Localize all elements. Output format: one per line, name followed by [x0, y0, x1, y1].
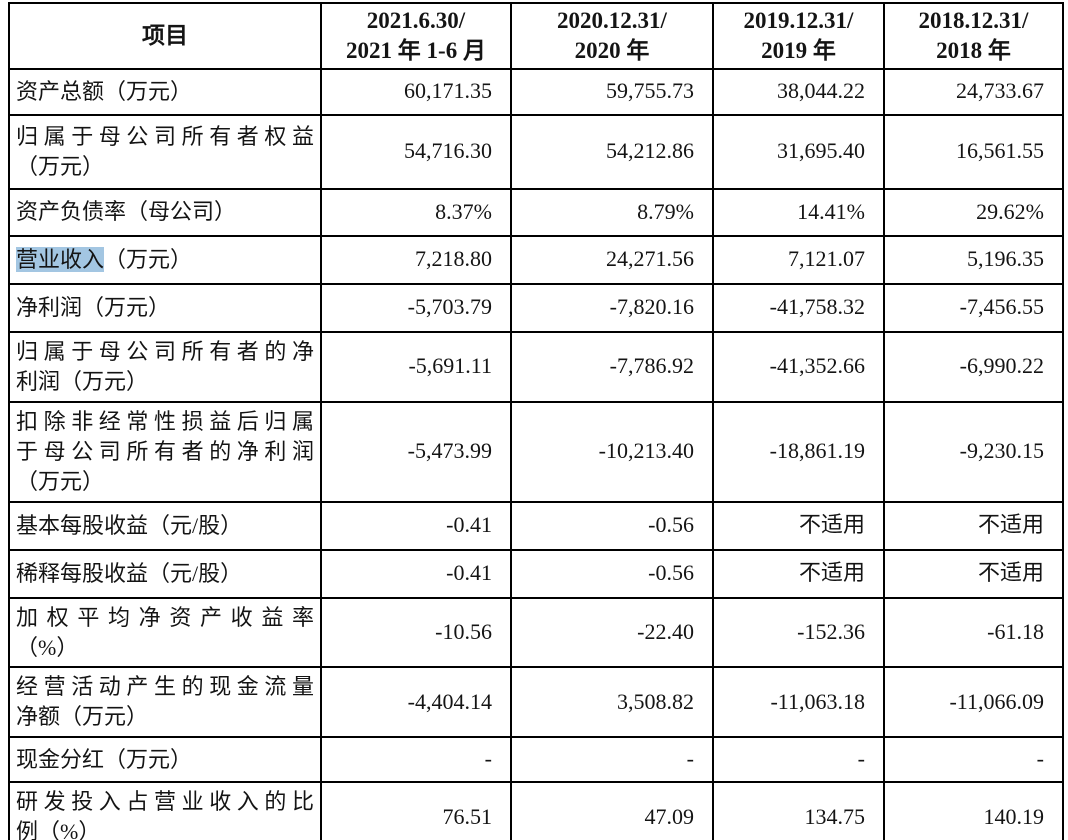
value-cell: 47.09: [510, 781, 714, 840]
table-row-debt-ratio: 资产负债率（母公司） 8.37% 8.79% 14.41% 29.62%: [8, 187, 1064, 237]
value-cell: 不适用: [883, 500, 1064, 551]
value-cell: 5,196.35: [883, 234, 1064, 285]
value-cell: 7,218.80: [320, 234, 512, 285]
value-cell: 140.19: [883, 781, 1064, 840]
row-label-cell: 研发投入占营业收入的比 例（%）: [8, 781, 322, 840]
value-cell: -22.40: [510, 596, 714, 669]
value-cell: -: [712, 736, 885, 784]
table-row-operating-revenue: 营业收入（万元） 7,218.80 24,271.56 7,121.07 5,1…: [8, 234, 1064, 285]
value-cell: 38,044.22: [712, 67, 885, 116]
table-row-parent-equity: 归属于母公司所有者权益 （万元） 54,716.30 54,212.86 31,6…: [8, 113, 1064, 190]
value-cell: 不适用: [712, 548, 885, 599]
row-label-cell: 归属于母公司所有者的净 利润（万元）: [8, 330, 322, 403]
row-label-cell: 稀释每股收益（元/股）: [8, 548, 322, 599]
column-header-2021: 2021.6.30/ 2021 年 1-6 月: [320, 2, 512, 70]
value-cell: -: [510, 736, 714, 784]
table-row-cash-dividend: 现金分红（万元） - - - -: [8, 736, 1064, 784]
table-row-total-assets: 资产总额（万元） 60,171.35 59,755.73 38,044.22 2…: [8, 67, 1064, 116]
value-cell: 54,716.30: [320, 113, 512, 190]
value-cell: 8.37%: [320, 187, 512, 237]
value-cell: 24,733.67: [883, 67, 1064, 116]
column-header-2018: 2018.12.31/ 2018 年: [883, 2, 1064, 70]
table-row-net-profit: 净利润（万元） -5,703.79 -7,820.16 -41,758.32 -…: [8, 282, 1064, 333]
highlighted-text: 营业收入: [16, 246, 105, 272]
value-cell: -: [320, 736, 512, 784]
table-row-deducted-net-profit: 扣除非经常性损益后归属 于母公司所有者的净利润 （万元） -5,473.99 -10…: [8, 400, 1064, 503]
value-cell: 14.41%: [712, 187, 885, 237]
value-cell: 59,755.73: [510, 67, 714, 116]
table-row-diluted-eps: 稀释每股收益（元/股） -0.41 -0.56 不适用 不适用: [8, 548, 1064, 599]
value-cell: 不适用: [883, 548, 1064, 599]
table-row-rd-revenue-ratio: 研发投入占营业收入的比 例（%） 76.51 47.09 134.75 140.1…: [8, 781, 1064, 840]
value-cell: 3,508.82: [510, 666, 714, 739]
value-cell: -7,786.92: [510, 330, 714, 403]
column-header-item: 项目: [8, 2, 322, 70]
value-cell: 16,561.55: [883, 113, 1064, 190]
value-cell: -152.36: [712, 596, 885, 669]
value-cell: -41,758.32: [712, 282, 885, 333]
value-cell: -41,352.66: [712, 330, 885, 403]
row-label-cell: 资产总额（万元）: [8, 67, 322, 116]
value-cell: -5,473.99: [320, 400, 512, 503]
value-cell: 24,271.56: [510, 234, 714, 285]
row-label-cell: 净利润（万元）: [8, 282, 322, 333]
value-cell: 8.79%: [510, 187, 714, 237]
value-cell: -0.41: [320, 500, 512, 551]
value-cell: 31,695.40: [712, 113, 885, 190]
row-label-cell: 扣除非经常性损益后归属 于母公司所有者的净利润 （万元）: [8, 400, 322, 503]
table-row-weighted-roe: 加权平均净资产收益率 （%） -10.56 -22.40 -152.36 -61.…: [8, 596, 1064, 669]
value-cell: -10.56: [320, 596, 512, 669]
value-cell: -18,861.19: [712, 400, 885, 503]
row-label-cell: 基本每股收益（元/股）: [8, 500, 322, 551]
table-row-parent-net-profit: 归属于母公司所有者的净 利润（万元） -5,691.11 -7,786.92 -4…: [8, 330, 1064, 403]
value-cell: 29.62%: [883, 187, 1064, 237]
value-cell: -11,066.09: [883, 666, 1064, 739]
value-cell: -4,404.14: [320, 666, 512, 739]
value-cell: -11,063.18: [712, 666, 885, 739]
value-cell: -5,691.11: [320, 330, 512, 403]
value-cell: -9,230.15: [883, 400, 1064, 503]
value-cell: -0.56: [510, 548, 714, 599]
value-cell: 7,121.07: [712, 234, 885, 285]
table-row-operating-cash-flow: 经营活动产生的现金流量 净额（万元） -4,404.14 3,508.82 -11…: [8, 666, 1064, 739]
value-cell: 76.51: [320, 781, 512, 840]
row-label-cell: 归属于母公司所有者权益 （万元）: [8, 113, 322, 190]
row-label-cell: 经营活动产生的现金流量 净额（万元）: [8, 666, 322, 739]
table-row-basic-eps: 基本每股收益（元/股） -0.41 -0.56 不适用 不适用: [8, 500, 1064, 551]
row-label-rest: （万元）: [104, 246, 193, 272]
value-cell: -0.41: [320, 548, 512, 599]
value-cell: -7,456.55: [883, 282, 1064, 333]
value-cell: -10,213.40: [510, 400, 714, 503]
column-header-2019: 2019.12.31/ 2019 年: [712, 2, 885, 70]
value-cell: -7,820.16: [510, 282, 714, 333]
value-cell: -: [883, 736, 1064, 784]
row-label-cell: 加权平均净资产收益率 （%）: [8, 596, 322, 669]
row-label-cell: 现金分红（万元）: [8, 736, 322, 784]
value-cell: -61.18: [883, 596, 1064, 669]
value-cell: -0.56: [510, 500, 714, 551]
value-cell: 不适用: [712, 500, 885, 551]
value-cell: 60,171.35: [320, 67, 512, 116]
table-header-row: 项目 2021.6.30/ 2021 年 1-6 月 2020.12.31/ 2…: [8, 2, 1064, 70]
value-cell: 54,212.86: [510, 113, 714, 190]
row-label-cell: 营业收入（万元）: [8, 234, 322, 285]
value-cell: 134.75: [712, 781, 885, 840]
value-cell: -5,703.79: [320, 282, 512, 333]
value-cell: -6,990.22: [883, 330, 1064, 403]
column-header-2020: 2020.12.31/ 2020 年: [510, 2, 714, 70]
row-label-cell: 资产负债率（母公司）: [8, 187, 322, 237]
financial-summary-table: 项目 2021.6.30/ 2021 年 1-6 月 2020.12.31/ 2…: [8, 2, 1064, 840]
